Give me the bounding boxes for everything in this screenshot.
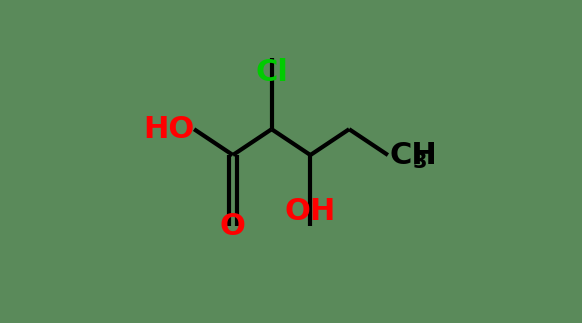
Text: Cl: Cl — [255, 58, 288, 87]
Text: CH: CH — [389, 141, 437, 170]
Text: O: O — [220, 212, 246, 241]
Text: OH: OH — [285, 197, 336, 226]
Text: 3: 3 — [412, 152, 427, 172]
Text: HO: HO — [143, 115, 194, 144]
